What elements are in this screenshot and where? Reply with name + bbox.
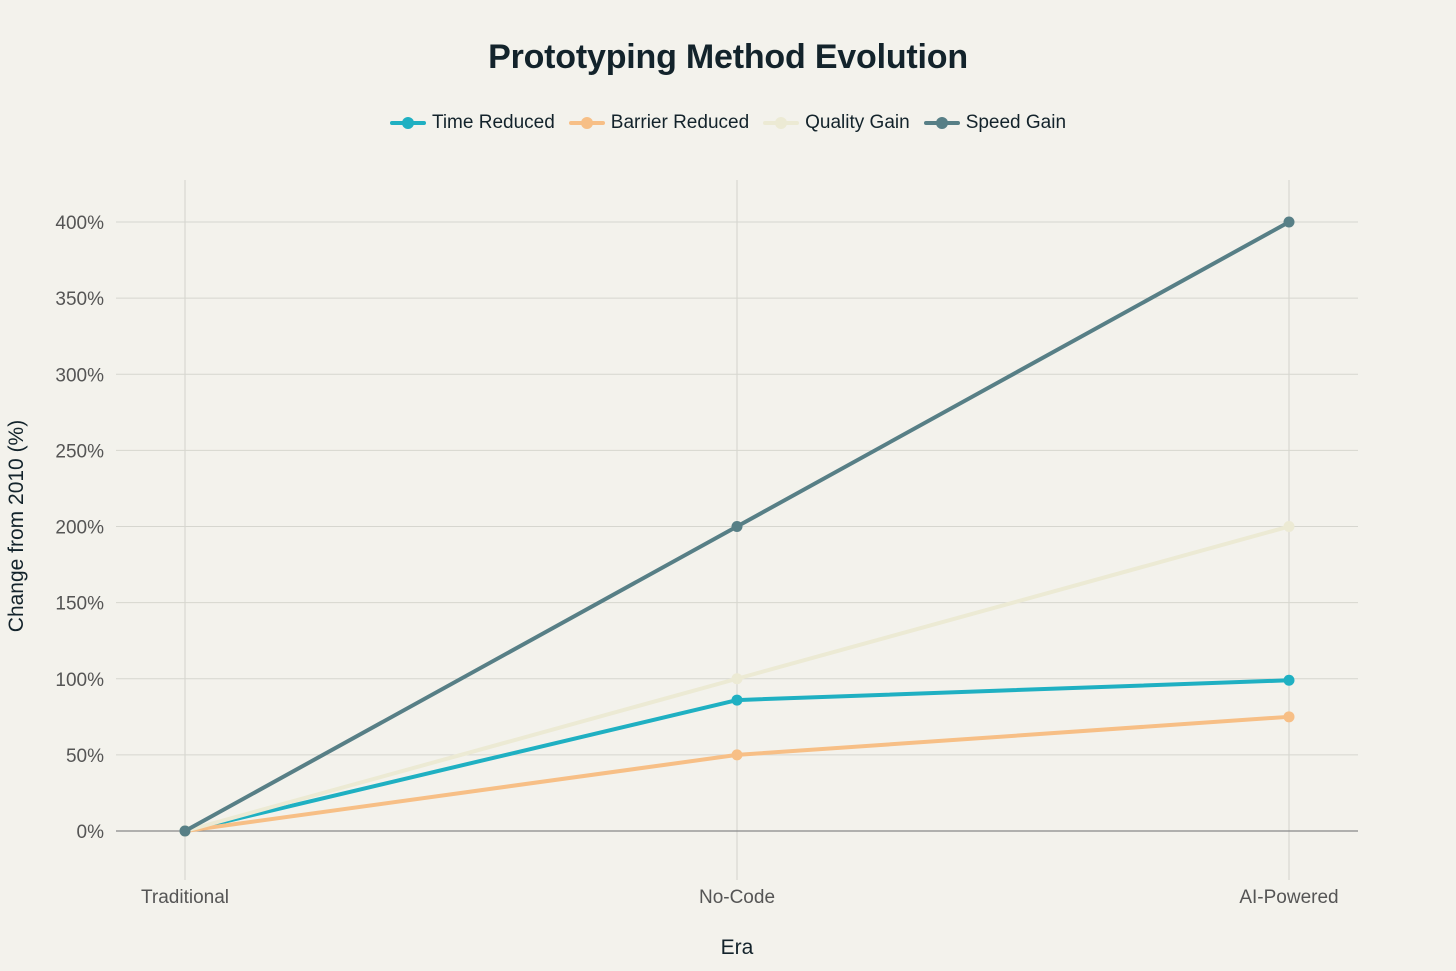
y-tick-label: 300% xyxy=(55,365,104,386)
x-tick-label: No-Code xyxy=(699,887,775,908)
data-point xyxy=(1283,216,1295,228)
y-axis-label: Change from 2010 (%) xyxy=(5,420,28,632)
data-point xyxy=(1283,674,1295,686)
legend-label: Quality Gain xyxy=(805,112,910,133)
legend-swatch-icon xyxy=(389,113,426,133)
y-tick-label: 350% xyxy=(55,289,104,310)
legend-label: Time Reduced xyxy=(431,112,555,133)
y-tick-label: 100% xyxy=(55,670,104,691)
series-speed-gain xyxy=(179,216,1295,837)
legend-item-barrier-reduced[interactable]: Barrier Reduced xyxy=(568,112,750,134)
legend-label: Barrier Reduced xyxy=(610,112,750,133)
data-point xyxy=(731,673,743,685)
y-tick-label: 150% xyxy=(55,594,104,615)
x-axis-label: Era xyxy=(721,936,754,959)
legend-item-speed-gain[interactable]: Speed Gain xyxy=(923,112,1067,134)
tick-layer: 0% 50% 100% 150% 200% 250% 300% 350% 400% Traditi… xyxy=(55,213,1338,908)
legend-item-time-reduced[interactable]: Time Reduced xyxy=(389,112,555,134)
x-tick-label: AI-Powered xyxy=(1239,887,1338,908)
legend-swatch-icon xyxy=(763,113,800,133)
legend-swatch-icon xyxy=(923,113,960,133)
data-point xyxy=(179,825,191,837)
legend-item-quality-gain[interactable]: Quality Gain xyxy=(763,112,910,134)
legend-label: Speed Gain xyxy=(965,112,1067,133)
data-point xyxy=(1283,521,1295,532)
data-point xyxy=(731,749,743,761)
y-tick-label: 200% xyxy=(55,518,104,539)
data-point xyxy=(731,694,743,706)
y-tick-label: 400% xyxy=(55,213,104,234)
chart-legend: Time Reduced Barrier Reduced Quality Gai… xyxy=(0,112,1456,134)
x-tick-label: Traditional xyxy=(141,887,229,908)
series-layer xyxy=(179,216,1295,837)
data-point xyxy=(731,521,743,532)
legend-swatch-icon xyxy=(568,113,605,133)
y-tick-label: 50% xyxy=(66,746,104,767)
series-quality-gain xyxy=(179,521,1295,837)
y-tick-label: 0% xyxy=(77,822,105,843)
data-point xyxy=(1283,711,1295,723)
y-tick-label: 250% xyxy=(55,441,104,462)
chart-title: Prototyping Method Evolution xyxy=(488,38,968,76)
